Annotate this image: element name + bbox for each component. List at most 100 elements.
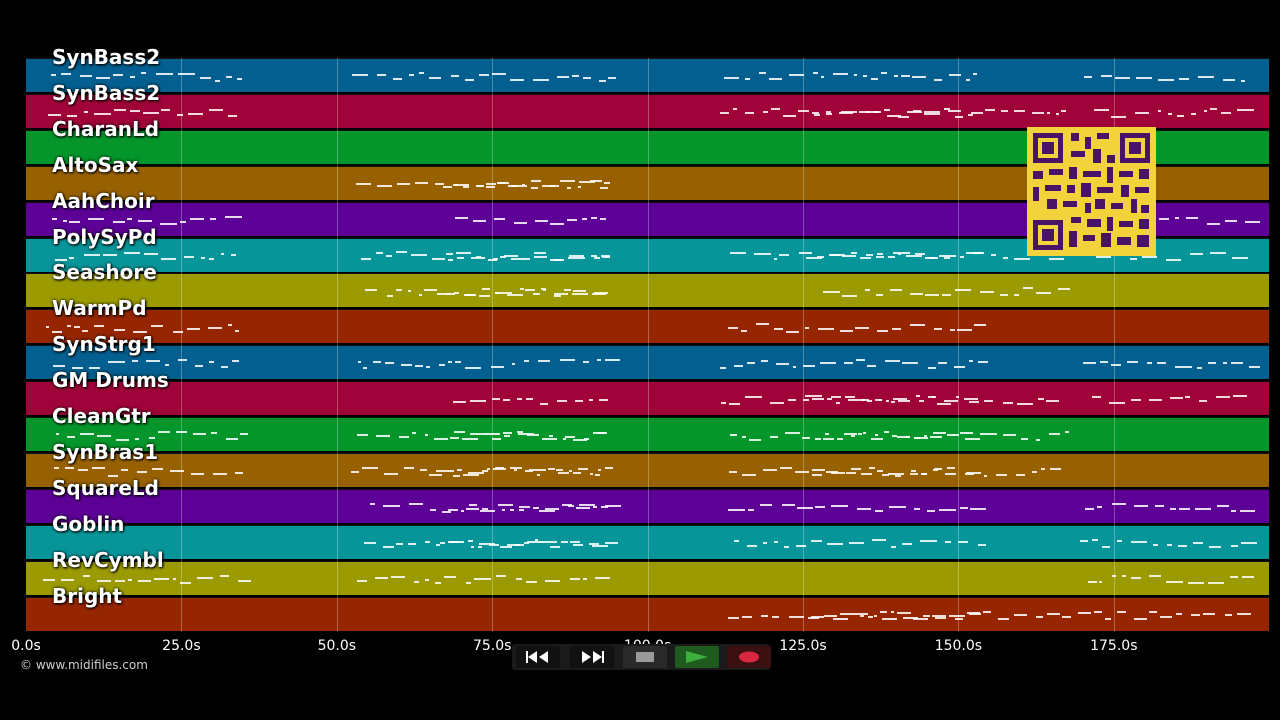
- note-stroke: [1111, 115, 1127, 118]
- note-stroke: [516, 398, 522, 401]
- note-stroke: [533, 78, 550, 81]
- note-stroke: [763, 468, 777, 471]
- note-stroke: [604, 505, 622, 508]
- note-stroke: [1131, 541, 1147, 544]
- record-button[interactable]: [727, 646, 771, 668]
- note-stroke: [518, 505, 531, 508]
- note-stroke: [747, 361, 756, 364]
- note-stroke: [774, 327, 783, 330]
- note-stroke: [114, 579, 126, 582]
- note-stroke: [604, 467, 614, 470]
- note-stroke: [897, 253, 902, 256]
- note-stroke: [746, 545, 758, 548]
- note-stroke: [912, 75, 926, 78]
- note-stroke: [881, 473, 889, 476]
- note-stroke: [524, 258, 530, 261]
- note-stroke: [190, 473, 205, 476]
- note-stroke: [54, 259, 68, 262]
- note-stroke: [1159, 616, 1173, 618]
- note-stroke: [400, 364, 413, 367]
- note-stroke: [470, 432, 488, 435]
- note-stroke: [468, 539, 473, 542]
- note-stroke: [387, 294, 394, 297]
- note-stroke: [862, 432, 867, 435]
- note-stroke: [519, 508, 524, 511]
- gridline: [336, 58, 338, 632]
- note-stroke: [853, 613, 868, 616]
- note-stroke: [983, 399, 994, 402]
- note-stroke: [492, 73, 506, 75]
- note-stroke: [583, 578, 587, 581]
- note-stroke: [812, 469, 826, 472]
- note-stroke: [910, 293, 923, 296]
- note-stroke: [517, 431, 524, 434]
- note-stroke: [435, 581, 441, 584]
- note-stroke: [1036, 292, 1051, 295]
- note-stroke: [187, 112, 204, 115]
- note-stroke: [1232, 256, 1248, 259]
- track-band: [26, 309, 1269, 344]
- note-stroke: [875, 294, 883, 297]
- note-stroke: [1111, 503, 1127, 506]
- note-stroke: [905, 254, 922, 257]
- note-stroke: [771, 108, 780, 111]
- note-stroke: [549, 258, 564, 261]
- track-band: [26, 524, 1269, 559]
- note-stroke: [487, 258, 497, 261]
- note-stroke: [1116, 610, 1127, 613]
- qr-code-icon[interactable]: [1027, 127, 1156, 256]
- note-stroke: [906, 111, 922, 114]
- note-stroke: [824, 432, 829, 435]
- stop-button[interactable]: [623, 646, 667, 668]
- note-stroke: [1223, 78, 1236, 81]
- play-button[interactable]: [675, 646, 719, 668]
- note-stroke: [468, 503, 478, 506]
- note-stroke: [424, 289, 437, 291]
- note-stroke: [914, 507, 921, 510]
- note-stroke: [874, 398, 883, 401]
- note-stroke: [890, 546, 897, 549]
- note-stroke: [363, 542, 376, 545]
- note-stroke: [506, 293, 523, 296]
- note-stroke: [573, 289, 586, 292]
- note-stroke: [466, 507, 480, 510]
- note-stroke: [550, 223, 565, 226]
- note-stroke: [74, 325, 80, 328]
- note-stroke: [62, 219, 67, 222]
- note-stroke: [1157, 110, 1162, 113]
- track-label: PolySyPd: [52, 224, 157, 249]
- note-stroke: [239, 432, 248, 435]
- note-stroke: [590, 255, 598, 257]
- note-stroke: [1048, 258, 1065, 261]
- note-stroke: [211, 431, 218, 434]
- note-stroke: [1240, 509, 1255, 512]
- note-stroke: [1155, 505, 1165, 508]
- note-stroke: [47, 114, 62, 117]
- time-tick-label: 25.0s: [162, 638, 201, 654]
- note-stroke: [61, 578, 74, 581]
- rewind-button[interactable]: [516, 646, 560, 668]
- note-stroke: [1149, 399, 1162, 402]
- note-stroke: [1179, 77, 1190, 80]
- note-stroke: [230, 253, 236, 256]
- note-stroke: [744, 112, 754, 115]
- note-stroke: [511, 363, 516, 365]
- note-stroke: [841, 110, 858, 113]
- note-stroke: [885, 400, 890, 403]
- note-stroke: [1209, 108, 1218, 111]
- note-stroke: [449, 541, 465, 544]
- note-stroke: [812, 72, 819, 75]
- gridline: [647, 58, 649, 632]
- note-stroke: [113, 109, 127, 112]
- note-stroke: [434, 437, 448, 440]
- note-stroke: [811, 474, 822, 477]
- note-stroke: [733, 108, 737, 111]
- note-stroke: [383, 546, 394, 549]
- note-stroke: [1117, 540, 1122, 543]
- note-stroke: [220, 366, 229, 369]
- note-stroke: [1129, 258, 1137, 261]
- note-stroke: [922, 615, 930, 618]
- note-stroke: [1167, 544, 1173, 547]
- note-stroke: [107, 360, 125, 363]
- fast-forward-button[interactable]: [570, 646, 614, 668]
